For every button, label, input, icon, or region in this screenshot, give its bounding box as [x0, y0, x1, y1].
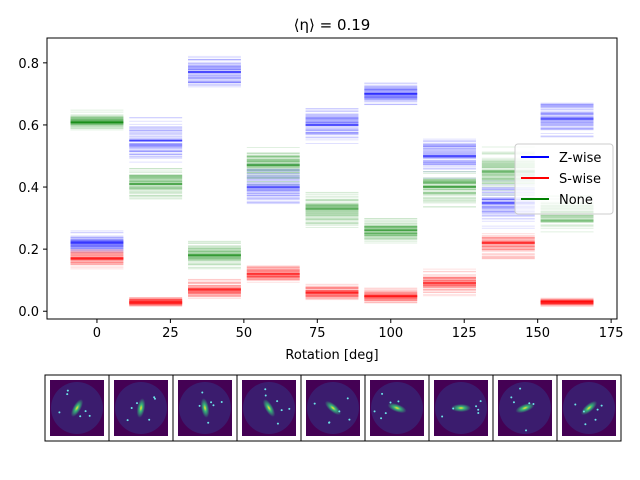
bar-none-rot-120 — [423, 171, 476, 208]
x-tick-label: 150 — [525, 326, 550, 341]
x-tick-label: 0 — [93, 326, 101, 341]
bar-s-wise-rot-80 — [305, 283, 359, 301]
bar-z-wise-rot-20 — [129, 117, 183, 163]
bar-none-rot-100 — [364, 218, 418, 244]
bar-z-wise-rot-80 — [305, 107, 359, 145]
galaxy-thumbnail-strip — [44, 374, 622, 442]
legend-label: None — [559, 193, 593, 208]
bar-z-wise-rot-40 — [188, 55, 241, 88]
legend-label: Z-wise — [559, 151, 601, 166]
bar-s-wise-rot-140 — [481, 233, 535, 260]
bar-none-rot-60 — [246, 146, 300, 186]
bar-s-wise-rot-60 — [246, 265, 300, 283]
chart-title: ⟨η⟩ = 0.19 — [294, 16, 371, 34]
bar-s-wise-rot-0 — [70, 249, 124, 270]
bar-s-wise-rot-20 — [129, 296, 183, 307]
plot-marks — [70, 55, 594, 307]
galaxy-thumbnail — [492, 374, 558, 442]
y-tick-label: 0.8 — [18, 57, 39, 72]
plot-area — [46, 37, 618, 320]
y-tick-label: 0.6 — [18, 119, 39, 134]
x-tick-label: 50 — [236, 326, 253, 341]
y-axis: 0.0 0.2 0.4 0.6 0.8 — [18, 57, 47, 320]
bar-z-wise-rot-160 — [540, 102, 594, 138]
galaxy-thumbnail — [428, 374, 494, 442]
bar-z-wise-rot-60 — [246, 163, 300, 205]
galaxy-thumbnail — [236, 374, 302, 442]
x-tick-label: 100 — [378, 326, 403, 341]
galaxy-thumbnail — [44, 374, 110, 442]
bar-z-wise-rot-100 — [364, 82, 418, 106]
bar-s-wise-rot-40 — [188, 278, 241, 299]
bar-z-wise-rot-120 — [423, 138, 476, 179]
y-tick-label: 0.4 — [18, 181, 39, 196]
bar-s-wise-rot-120 — [423, 268, 476, 297]
galaxy-thumbnail — [364, 374, 430, 442]
galaxy-thumbnail — [556, 374, 622, 442]
bar-s-wise-rot-160 — [540, 297, 594, 307]
bar-s-wise-rot-100 — [364, 287, 418, 304]
y-tick-label: 0.2 — [18, 243, 39, 258]
x-tick-label: 125 — [452, 326, 477, 341]
x-axis-label: Rotation [deg] — [285, 348, 378, 363]
y-tick-label: 0.0 — [18, 305, 39, 320]
bar-none-rot-20 — [129, 168, 183, 200]
legend-label: S-wise — [559, 172, 601, 187]
plot-frame — [46, 37, 618, 320]
galaxy-thumbnail — [108, 374, 174, 442]
galaxy-thumbnail — [172, 374, 238, 442]
legend-box — [514, 143, 614, 215]
x-axis: 0 25 50 75 100 125 150 175 — [93, 319, 624, 341]
bar-none-rot-80 — [305, 191, 359, 228]
galaxy-thumbnail — [300, 374, 366, 442]
bar-none-rot-0 — [70, 109, 124, 131]
x-tick-label: 175 — [599, 326, 624, 341]
bar-none-rot-40 — [188, 240, 241, 270]
x-tick-label: 75 — [309, 326, 326, 341]
legend: Z-wise S-wise None — [514, 143, 614, 215]
x-tick-label: 25 — [162, 326, 179, 341]
bar-z-wise-rot-0 — [70, 230, 124, 253]
